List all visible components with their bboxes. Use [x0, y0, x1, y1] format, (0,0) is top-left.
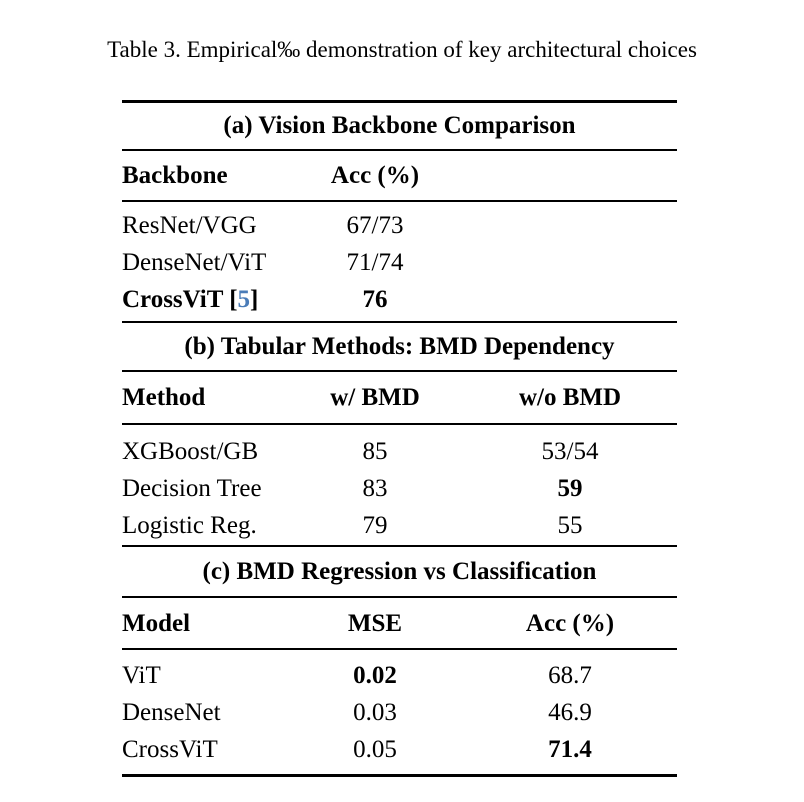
cell-backbone: ResNet/VGG [122, 212, 257, 239]
cell-mse: 0.02 [353, 662, 397, 689]
subtable-c-title: (c) BMD Regression vs Classification [122, 547, 677, 598]
cell-without-bmd: 55 [557, 512, 583, 539]
cell-acc: 71/74 [346, 249, 404, 276]
column-header-backbone: Backbone [122, 162, 228, 189]
cell-backbone-crossvit: CrossViT [5] [122, 286, 287, 313]
cell-model: ViT [122, 662, 161, 689]
cell-mse: 0.03 [353, 699, 397, 726]
subtable-b: (b) Tabular Methods: BMD Dependency Meth… [122, 323, 677, 547]
crossvit-label-post: ] [250, 286, 259, 313]
subtable-a-body: ResNet/VGG 67/73 DenseNet/ViT 71/74 Cros… [122, 202, 677, 323]
cell-with-bmd: 79 [362, 512, 388, 539]
table-3: (a) Vision Backbone Comparison Backbone … [122, 100, 677, 777]
table-row: ViT 0.02 68.7 [122, 657, 677, 694]
crossvit-label-pre: CrossViT [ [122, 286, 238, 313]
subtable-c: (c) BMD Regression vs Classification Mod… [122, 547, 677, 774]
subtable-b-header-row: Method w/ BMD w/o BMD [122, 372, 677, 425]
table-row: XGBoost/GB 85 53/54 [122, 433, 677, 470]
subtable-c-header-row: Model MSE Acc (%) [122, 598, 677, 650]
cell-without-bmd: 53/54 [541, 438, 599, 465]
paper-page: Table 3. Empirical‰ demonstration of key… [107, 37, 697, 777]
table-caption: Table 3. Empirical‰ demonstration of key… [107, 37, 697, 62]
subtable-b-body: XGBoost/GB 85 53/54 Decision Tree 83 59 … [122, 425, 677, 547]
cell-model: DenseNet [122, 699, 221, 726]
column-header-method: Method [122, 384, 206, 411]
cell-with-bmd: 83 [362, 475, 388, 502]
cell-mse: 0.05 [353, 736, 397, 763]
cell-acc: 71.4 [548, 736, 592, 763]
table-row: CrossViT [5] 76 [122, 281, 677, 318]
table-row: Decision Tree 83 59 [122, 470, 677, 507]
subtable-a-title: (a) Vision Backbone Comparison [122, 103, 677, 151]
column-header-model: Model [122, 609, 191, 637]
table-row: DenseNet 0.03 46.9 [122, 694, 677, 731]
cell-method: XGBoost/GB [122, 438, 259, 465]
cell-backbone: DenseNet/ViT [122, 249, 267, 276]
cell-with-bmd: 85 [362, 438, 388, 465]
column-header-acc: Acc (%) [525, 609, 615, 637]
subtable-c-body: ViT 0.02 68.7 DenseNet 0.03 46.9 CrossVi… [122, 650, 677, 774]
cell-acc: 76 [362, 286, 388, 313]
citation-link-5[interactable]: 5 [237, 286, 251, 313]
column-header-acc: Acc (%) [330, 162, 420, 189]
column-header-without-bmd: w/o BMD [518, 384, 622, 411]
cell-acc: 67/73 [346, 212, 404, 239]
cell-method: Decision Tree [122, 475, 262, 502]
table-row: CrossViT 0.05 71.4 [122, 731, 677, 768]
subtable-a: (a) Vision Backbone Comparison Backbone … [122, 103, 677, 323]
column-header-with-bmd: w/ BMD [330, 384, 420, 411]
cell-acc: 46.9 [548, 699, 592, 726]
column-header-mse: MSE [347, 609, 403, 637]
cell-without-bmd: 59 [557, 475, 583, 502]
table-row: ResNet/VGG 67/73 [122, 207, 677, 244]
subtable-b-title: (b) Tabular Methods: BMD Dependency [122, 323, 677, 372]
cell-method: Logistic Reg. [122, 512, 257, 539]
table-row: DenseNet/ViT 71/74 [122, 244, 677, 281]
cell-acc: 68.7 [548, 662, 592, 689]
cell-model: CrossViT [122, 736, 218, 763]
subtable-a-header-row: Backbone Acc (%) [122, 151, 677, 202]
table-row: Logistic Reg. 79 55 [122, 507, 677, 544]
